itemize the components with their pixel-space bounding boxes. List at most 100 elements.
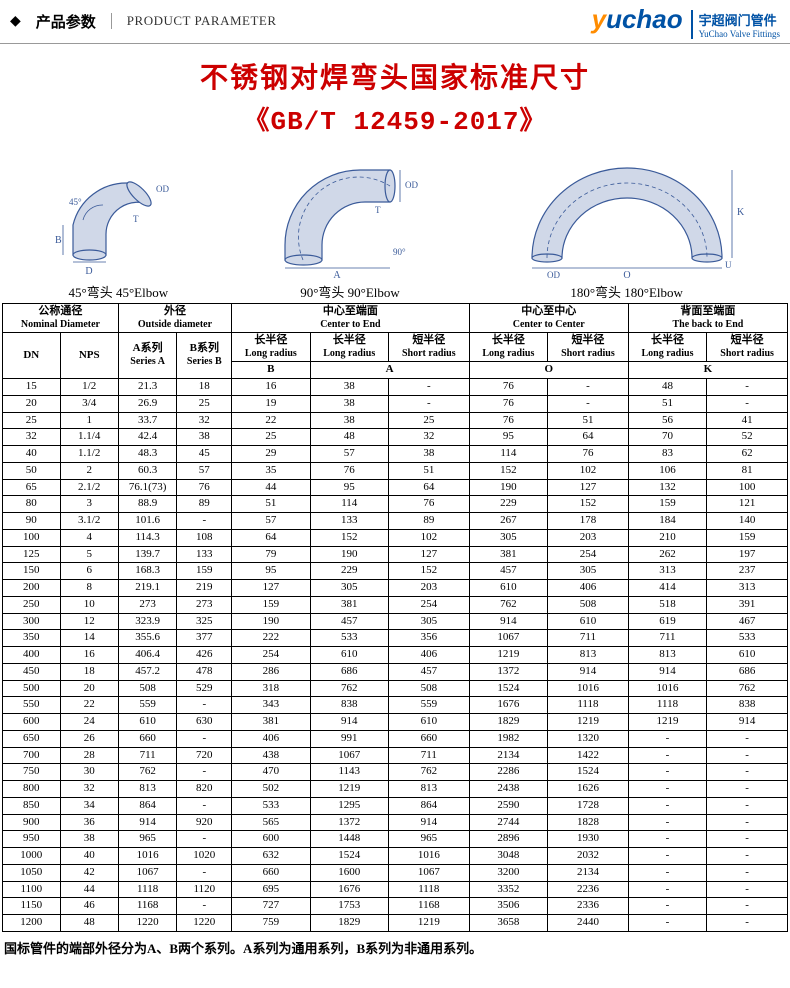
table-cell: 1143 xyxy=(310,764,388,781)
elbow-180-icon: OD O K U xyxy=(497,150,757,280)
table-cell: 1422 xyxy=(548,747,629,764)
table-cell: 1930 xyxy=(548,831,629,848)
table-cell: 650 xyxy=(3,730,61,747)
table-cell: 2286 xyxy=(469,764,547,781)
table-row: 50020508529318762508152410161016762 xyxy=(3,680,788,697)
table-cell: 159 xyxy=(177,563,232,580)
table-cell: 529 xyxy=(177,680,232,697)
table-cell: 695 xyxy=(232,881,310,898)
table-cell: 1.1/4 xyxy=(60,429,118,446)
table-cell: 610 xyxy=(548,613,629,630)
table-cell: 57 xyxy=(232,513,310,530)
table-cell: 139.7 xyxy=(118,546,177,563)
table-cell: 759 xyxy=(232,915,310,932)
table-cell: 1676 xyxy=(469,697,547,714)
table-cell: - xyxy=(707,781,788,798)
table-cell: 305 xyxy=(548,563,629,580)
table-cell: 250 xyxy=(3,596,61,613)
table-cell: 76 xyxy=(469,379,547,396)
table-cell: 550 xyxy=(3,697,61,714)
table-cell: 720 xyxy=(177,747,232,764)
table-cell: 467 xyxy=(707,613,788,630)
elbow-45-icon: D B 45° OD T xyxy=(33,150,203,280)
spec-table-head: 公称通径Nominal Diameter外径Outside diameter中心… xyxy=(3,303,788,378)
table-cell: 660 xyxy=(232,864,310,881)
table-cell: 2440 xyxy=(548,915,629,932)
svg-text:90°: 90° xyxy=(393,247,406,257)
table-cell: - xyxy=(707,730,788,747)
table-cell: 25 xyxy=(3,412,61,429)
table-cell: 32 xyxy=(388,429,469,446)
table-row: 65026660-40699166019821320-- xyxy=(3,730,788,747)
table-cell: 1219 xyxy=(469,647,547,664)
table-cell: 305 xyxy=(388,613,469,630)
table-cell: 610 xyxy=(118,714,177,731)
table-cell: 76 xyxy=(469,395,547,412)
table-cell: 1219 xyxy=(628,714,706,731)
svg-text:T: T xyxy=(133,214,139,224)
table-cell: 800 xyxy=(3,781,61,798)
table-cell: 610 xyxy=(388,714,469,731)
table-cell: 254 xyxy=(548,546,629,563)
table-cell: 52 xyxy=(707,429,788,446)
table-cell: 565 xyxy=(232,814,310,831)
table-cell: 850 xyxy=(3,797,61,814)
table-cell: - xyxy=(707,864,788,881)
table-cell: 2.1/2 xyxy=(60,479,118,496)
table-cell: 1067 xyxy=(310,747,388,764)
table-cell: 508 xyxy=(118,680,177,697)
header-subhead-cell: DN xyxy=(3,333,61,379)
table-cell: 45 xyxy=(177,446,232,463)
table-cell: 18 xyxy=(60,663,118,680)
table-cell: 1016 xyxy=(118,848,177,865)
table-cell: 1982 xyxy=(469,730,547,747)
table-cell: 16 xyxy=(60,647,118,664)
table-row: 80032813820502121981324381626-- xyxy=(3,781,788,798)
table-cell: 150 xyxy=(3,563,61,580)
table-cell: 101.6 xyxy=(118,513,177,530)
table-cell: 152 xyxy=(469,462,547,479)
table-cell: 610 xyxy=(469,580,547,597)
table-cell: 391 xyxy=(707,596,788,613)
table-cell: 1016 xyxy=(548,680,629,697)
table-row: 45018457.24782866864571372914914686 xyxy=(3,663,788,680)
table-cell: 20 xyxy=(60,680,118,697)
table-cell: 686 xyxy=(310,663,388,680)
table-cell: 273 xyxy=(118,596,177,613)
table-cell: 1067 xyxy=(469,630,547,647)
table-cell: 813 xyxy=(548,647,629,664)
table-cell: 80 xyxy=(3,496,61,513)
title-standard-code: 《GB/T 12459-2017》 xyxy=(0,100,790,137)
table-cell: 762 xyxy=(310,680,388,697)
table-cell: 660 xyxy=(118,730,177,747)
table-cell: 1120 xyxy=(177,881,232,898)
table-cell: 356 xyxy=(388,630,469,647)
table-cell: 1.1/2 xyxy=(60,446,118,463)
table-row: 321.1/442.43825483295647052 xyxy=(3,429,788,446)
table-row: 25010273273159381254762508518391 xyxy=(3,596,788,613)
spec-table-body: 151/221.3181638-76-48-203/426.9251938-76… xyxy=(3,379,788,932)
table-cell: 102 xyxy=(548,462,629,479)
table-cell: 81 xyxy=(707,462,788,479)
table-cell: 89 xyxy=(388,513,469,530)
table-cell: 1829 xyxy=(469,714,547,731)
table-cell: 108 xyxy=(177,529,232,546)
diagram-180-elbow: OD O K U 180°弯头 180°Elbow xyxy=(497,150,757,301)
table-cell: 1200 xyxy=(3,915,61,932)
table-cell: 25 xyxy=(232,429,310,446)
table-cell: 632 xyxy=(232,848,310,865)
table-cell: 1524 xyxy=(548,764,629,781)
table-cell: 1626 xyxy=(548,781,629,798)
table-cell: 12 xyxy=(60,613,118,630)
table-cell: 159 xyxy=(707,529,788,546)
table-cell: - xyxy=(707,747,788,764)
table-cell: 3658 xyxy=(469,915,547,932)
table-cell: 16 xyxy=(232,379,310,396)
table-row: 95038965-600144896528961930-- xyxy=(3,831,788,848)
table-cell: 1168 xyxy=(388,898,469,915)
table-cell: 50 xyxy=(3,462,61,479)
table-cell: 140 xyxy=(707,513,788,530)
table-cell: 1320 xyxy=(548,730,629,747)
table-cell: 76 xyxy=(388,496,469,513)
logo-sub-en: YuChao Valve Fittings xyxy=(699,29,780,39)
